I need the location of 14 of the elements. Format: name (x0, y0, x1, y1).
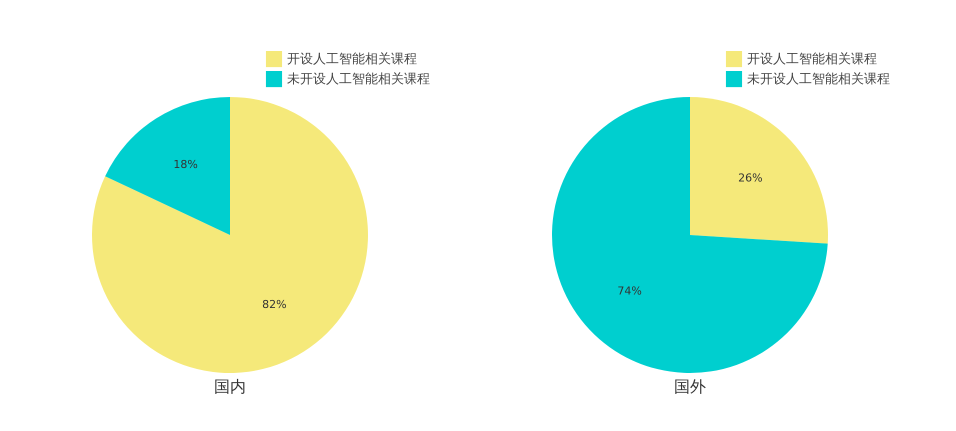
pie-slice (92, 97, 368, 373)
legend-label: 开设人工智能相关课程 (747, 52, 877, 67)
data-label: 26% (738, 171, 763, 184)
legend-label: 未开设人工智能相关课程 (287, 72, 430, 87)
data-label: 74% (617, 284, 642, 298)
text: 国外 (674, 377, 706, 396)
pie-slice (105, 97, 230, 235)
text: 国内 (214, 377, 246, 396)
legend-label: 开设人工智能相关课程 (287, 52, 417, 67)
pie-slice (552, 97, 828, 373)
data-label: 82% (262, 298, 287, 311)
legend-label: 未开设人工智能相关课程 (747, 72, 890, 87)
data-label: 18% (173, 158, 198, 172)
pie-slice (690, 97, 828, 244)
